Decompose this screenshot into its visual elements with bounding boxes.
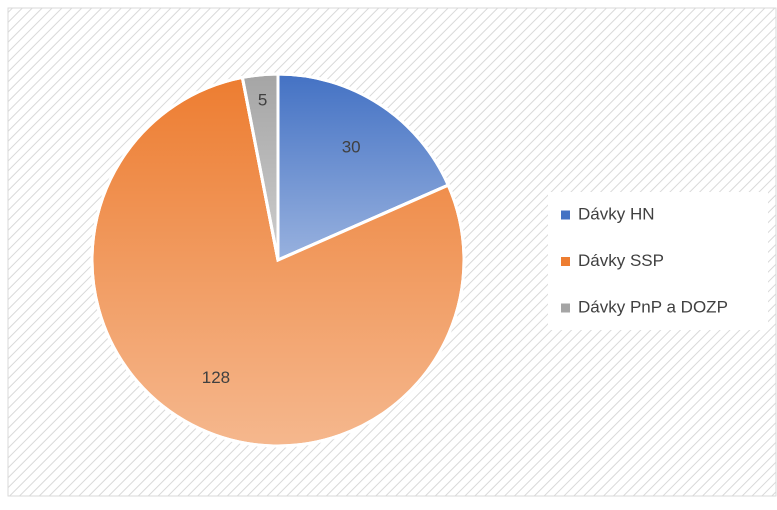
legend-box [548, 192, 768, 330]
data-label: 128 [202, 368, 230, 387]
data-label: 5 [258, 90, 267, 109]
legend-marker [561, 257, 570, 266]
data-label: 30 [342, 137, 361, 156]
slice-shade [276, 72, 451, 263]
slice-shade [90, 75, 466, 448]
legend-marker [561, 303, 570, 313]
slice-shade [240, 72, 280, 261]
legend-label: Dávky HN [578, 204, 655, 223]
legend-marker [561, 210, 570, 220]
legend-label: Dávky PnP a DOZP [578, 297, 728, 316]
legend-label: Dávky SSP [578, 251, 664, 270]
